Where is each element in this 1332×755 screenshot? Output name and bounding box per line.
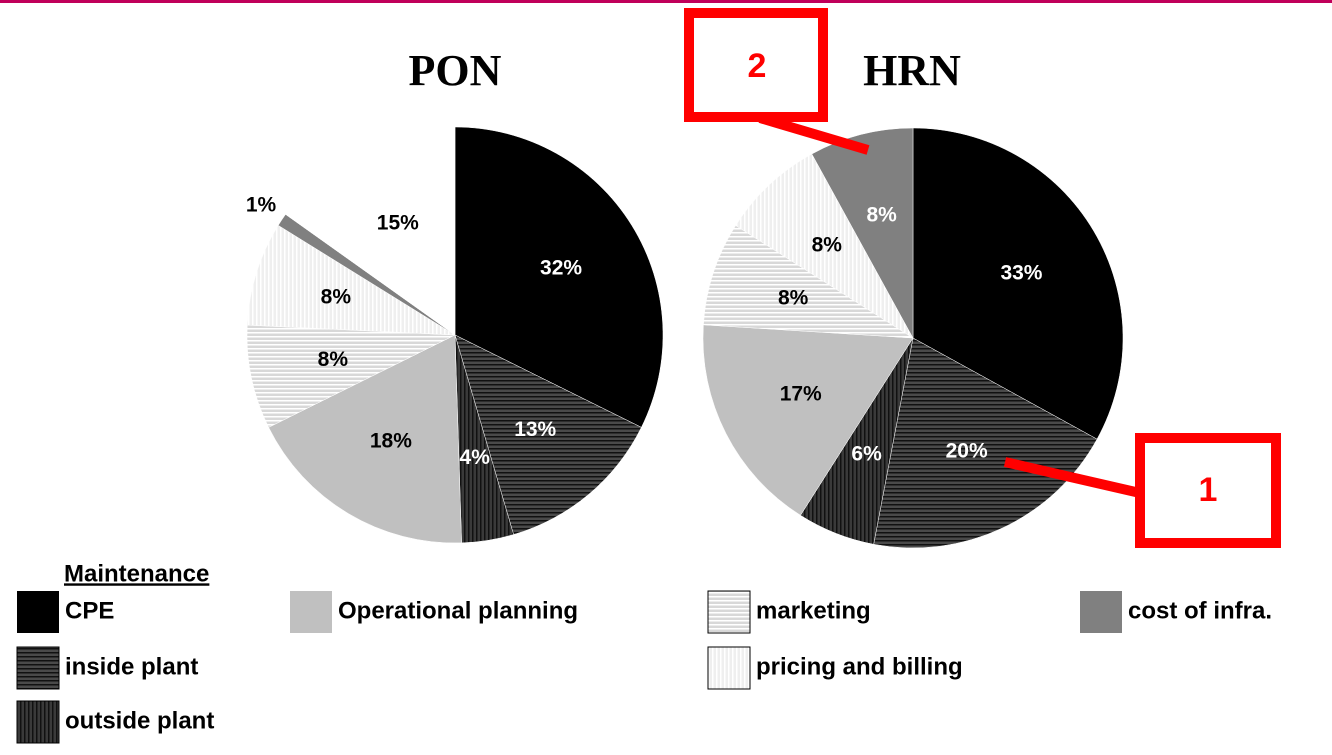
legend-swatch — [16, 646, 60, 690]
pie-slice — [703, 225, 914, 339]
pie-slice — [702, 324, 914, 516]
callout: 1 — [1003, 433, 1281, 548]
data-label: 8% — [321, 285, 352, 308]
legend-title: Maintenance — [64, 560, 209, 587]
pie-slice — [246, 224, 456, 336]
callout-label: 2 — [748, 47, 767, 85]
data-label: 8% — [318, 348, 349, 371]
callout: 2 — [684, 8, 870, 155]
legend-label: inside plant — [65, 653, 198, 680]
legend-label: outside plant — [65, 707, 214, 734]
callout-box — [1135, 433, 1281, 548]
data-label: 33% — [1000, 261, 1042, 284]
pie-slice — [735, 153, 914, 339]
callout-line — [758, 113, 870, 155]
top-rule — [0, 0, 1332, 3]
pie-slice — [268, 334, 462, 544]
pie-slice — [811, 127, 914, 339]
pie-slice — [454, 334, 642, 535]
data-label: 6% — [851, 443, 882, 466]
data-label: 8% — [778, 287, 809, 310]
legend-label: CPE — [65, 597, 114, 624]
pie-title: HRN — [863, 46, 961, 95]
data-label: 15% — [377, 212, 419, 235]
data-label: 8% — [812, 234, 843, 257]
callout-label: 1 — [1199, 471, 1218, 509]
data-label: 8% — [866, 204, 897, 227]
pie-slice — [454, 126, 664, 428]
data-label: 17% — [780, 383, 822, 406]
data-label: 13% — [514, 418, 556, 441]
pie-title: PON — [409, 46, 502, 95]
legend-label: marketing — [756, 597, 871, 624]
pie-slice — [873, 337, 1098, 549]
legend-swatch — [16, 700, 60, 744]
pie-slice — [285, 126, 456, 336]
legend-swatch — [17, 591, 59, 633]
pie-slice — [912, 127, 1124, 440]
pie-slice — [246, 324, 456, 428]
legend-label: pricing and billing — [756, 653, 963, 680]
data-label: 1% — [246, 194, 277, 217]
callout-box — [684, 8, 828, 122]
callout-line — [1003, 457, 1142, 498]
legend-swatch — [1080, 591, 1122, 633]
data-label: 4% — [460, 446, 491, 469]
legend-label: cost of infra. — [1128, 597, 1272, 624]
legend-swatch — [707, 590, 751, 634]
data-label: 20% — [946, 440, 988, 463]
legend-label: Operational planning — [338, 597, 578, 624]
legend-swatch — [290, 591, 332, 633]
data-label: 18% — [370, 430, 412, 453]
legend-swatch — [707, 646, 751, 690]
data-label: 32% — [540, 257, 582, 280]
